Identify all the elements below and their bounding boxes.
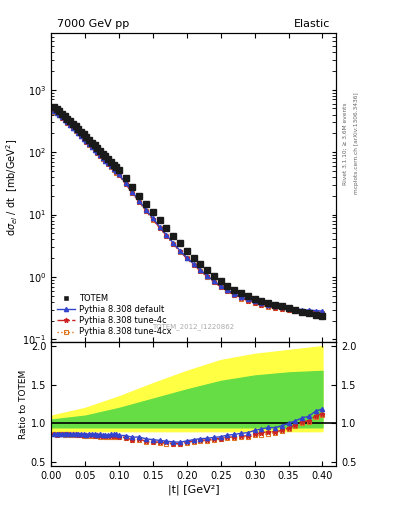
TOTEM: [68, 118, 72, 124]
Text: TOTEM_2012_I1220862: TOTEM_2012_I1220862: [152, 323, 235, 330]
Text: Rivet 3.1.10; ≥ 3.6M events: Rivet 3.1.10; ≥ 3.6M events: [343, 102, 348, 185]
TOTEM: [79, 129, 83, 135]
X-axis label: |t| [GeV²]: |t| [GeV²]: [168, 485, 219, 496]
TOTEM: [279, 303, 284, 309]
TOTEM: [106, 156, 110, 162]
Text: mcplots.cern.ch [arXiv:1306.3436]: mcplots.cern.ch [arXiv:1306.3436]: [354, 93, 359, 194]
TOTEM: [320, 313, 325, 319]
TOTEM: [87, 137, 92, 143]
Y-axis label: Ratio to TOTEM: Ratio to TOTEM: [19, 370, 28, 439]
TOTEM: [51, 104, 56, 111]
Y-axis label: d$\sigma_{el}$ / dt  [mb/GeV$^2$]: d$\sigma_{el}$ / dt [mb/GeV$^2$]: [4, 139, 20, 237]
TOTEM: [313, 311, 318, 317]
Text: Elastic: Elastic: [294, 18, 330, 29]
Line: TOTEM: TOTEM: [51, 104, 325, 319]
Text: 7000 GeV pp: 7000 GeV pp: [57, 18, 129, 29]
Legend: TOTEM, Pythia 8.308 default, Pythia 8.308 tune-4c, Pythia 8.308 tune-4cx: TOTEM, Pythia 8.308 default, Pythia 8.30…: [55, 292, 173, 338]
